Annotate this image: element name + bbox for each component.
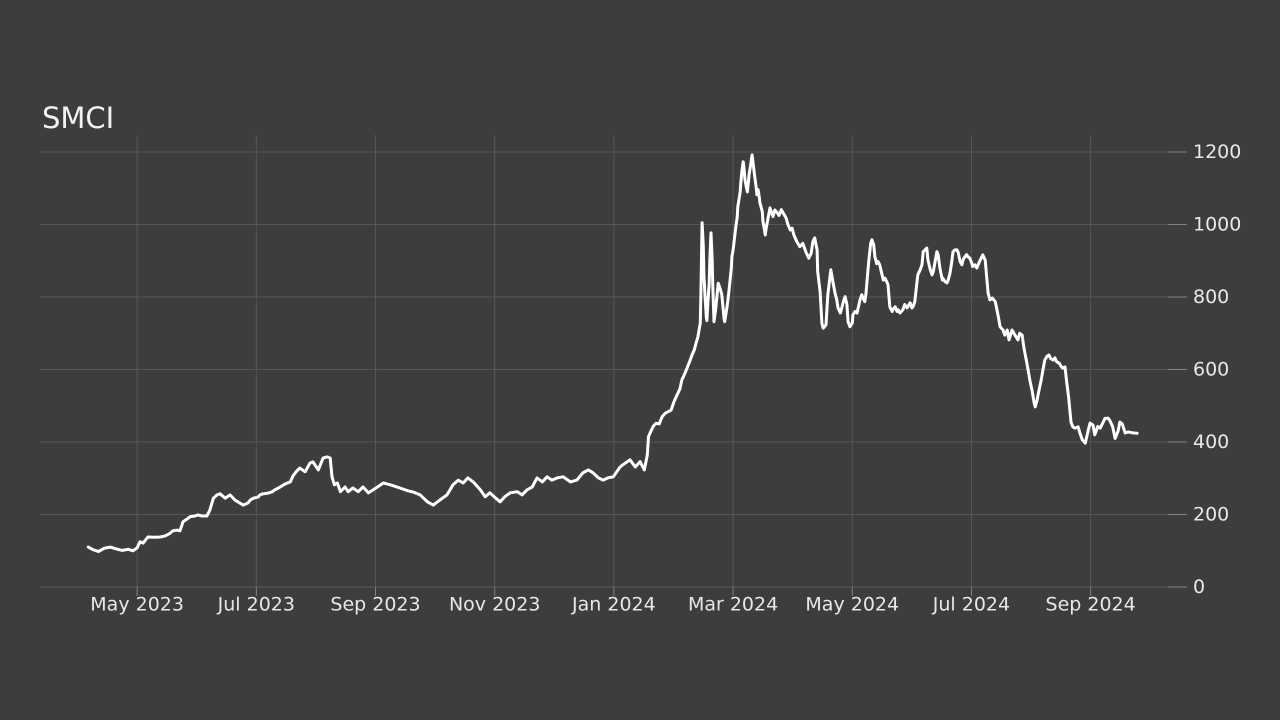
gridlines [40, 135, 1168, 588]
x-tick-label: Jul 2023 [217, 594, 295, 616]
price-line [86, 153, 1139, 553]
x-tick-label: Sep 2023 [330, 594, 420, 616]
x-tick-label: May 2023 [90, 594, 184, 616]
y-tick-label-1000: 1000 [1193, 214, 1241, 236]
y-tick-label-600: 600 [1193, 359, 1229, 381]
y-tick-label-800: 800 [1193, 286, 1229, 308]
y-tick-label-200: 200 [1193, 504, 1229, 526]
x-tick-label: May 2024 [805, 594, 899, 616]
y-tick-label-0: 0 [1193, 576, 1205, 598]
y-tick-label-1200: 1200 [1193, 141, 1241, 163]
x-tick-label: Jul 2024 [932, 594, 1010, 616]
price-line-series [86, 153, 1139, 553]
y-tick-label-400: 400 [1193, 431, 1229, 453]
x-tick-label: Jan 2024 [571, 594, 656, 616]
x-tick-label: Mar 2024 [688, 594, 778, 616]
x-tick-label: Sep 2024 [1046, 594, 1136, 616]
axis-tick-marks [136, 151, 1187, 596]
chart-title: SMCI [42, 101, 114, 135]
x-tick-label: Nov 2023 [449, 594, 540, 616]
axis-tick-labels: 0 200 400 600 800 1000 1200 May 2023 Jul 2023 Sep… [90, 141, 1241, 616]
